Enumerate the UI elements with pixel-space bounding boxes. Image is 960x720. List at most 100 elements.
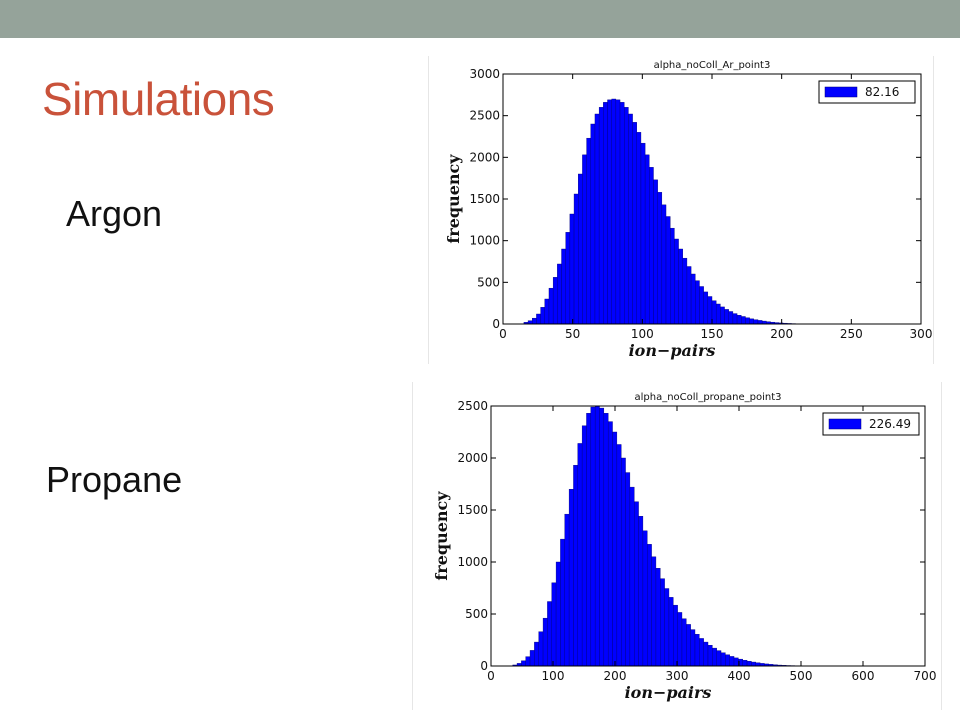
propane-bar: [651, 556, 657, 667]
argon-y-axis-label: frequency: [444, 154, 463, 244]
argon-x-tick-label: 150: [701, 327, 724, 341]
argon-bar: [611, 98, 617, 325]
propane-x-tick-label: 600: [852, 669, 875, 683]
propane-bar: [634, 501, 639, 667]
propane-bar: [642, 530, 648, 667]
argon-x-tick-label: 50: [565, 327, 580, 341]
argon-bar: [653, 179, 658, 325]
propane-bar: [534, 641, 539, 667]
propane-bar: [625, 472, 631, 667]
propane-bar: [729, 656, 735, 667]
propane-legend-label: 226.49: [869, 417, 911, 431]
propane-bar: [664, 588, 670, 667]
argon-bar: [578, 173, 583, 325]
argon-bar: [582, 154, 587, 325]
propane-y-tick-label: 1000: [457, 555, 488, 569]
propane-x-tick-label: 400: [728, 669, 751, 683]
argon-bar: [544, 298, 550, 325]
argon-bar: [715, 303, 721, 325]
propane-bar: [599, 407, 605, 667]
propane-bar: [581, 425, 587, 667]
argon-bar: [661, 204, 667, 325]
propane-histogram-svg: alpha_noColl_propane_point3 0 100 200 300 400…: [432, 392, 937, 702]
argon-bar: [636, 132, 642, 325]
argon-x-tick-label: 300: [910, 327, 933, 341]
propane-bar: [603, 413, 609, 667]
argon-x-tick-label: 250: [840, 327, 863, 341]
propane-bar: [568, 488, 574, 667]
argon-y-tick-label: 1500: [469, 192, 500, 206]
propane-bar: [616, 444, 622, 667]
argon-bar: [644, 154, 650, 325]
argon-bar: [753, 319, 759, 325]
propane-bar: [521, 660, 526, 667]
propane-y-axis-label: frequency: [432, 491, 451, 581]
propane-x-tick-label: 0: [487, 669, 495, 683]
propane-x-tick-label: 500: [790, 669, 813, 683]
argon-bar: [699, 286, 704, 325]
propane-x-tick-label: 100: [542, 669, 565, 683]
propane-bar: [673, 604, 678, 667]
propane-chart-title: alpha_noColl_propane_point3: [634, 392, 781, 403]
propane-bar: [612, 431, 618, 667]
propane-y-tick-label: 0: [480, 659, 488, 673]
argon-histogram: alpha_noColl_Ar_point3 0 50 100 150 200 250 300…: [428, 56, 934, 364]
argon-bar: [607, 99, 612, 325]
top-bar: [0, 0, 960, 38]
propane-x-tick-label: 200: [604, 669, 627, 683]
propane-bar: [690, 629, 696, 667]
argon-bar: [749, 318, 754, 325]
propane-bar: [551, 582, 557, 667]
argon-x-tick-label: 100: [631, 327, 654, 341]
argon-bar: [686, 266, 692, 325]
argon-histogram-svg: alpha_noColl_Ar_point3 0 50 100 150 200 250 300…: [444, 60, 933, 360]
propane-bar: [542, 617, 548, 667]
propane-plot-frame: [490, 405, 926, 667]
argon-bar: [603, 102, 608, 325]
propane-bar: [655, 568, 661, 667]
argon-bar: [732, 313, 738, 325]
propane-bar: [577, 443, 583, 667]
argon-label: Argon: [66, 193, 163, 234]
propane-bar: [694, 634, 700, 667]
argon-bar: [628, 113, 633, 325]
argon-bar: [757, 320, 763, 325]
argon-y-tick-label: 0: [492, 317, 500, 331]
argon-bar: [536, 313, 541, 325]
propane-bar: [529, 650, 535, 667]
propane-bar: [594, 405, 600, 667]
argon-bar: [720, 306, 725, 325]
argon-y-tick-label: 2000: [469, 150, 500, 164]
propane-bar: [681, 618, 687, 667]
propane-bar: [573, 465, 579, 667]
argon-bar: [682, 257, 688, 325]
argon-legend-box: [818, 80, 916, 104]
argon-bar: [548, 287, 554, 325]
argon-bar: [598, 107, 604, 325]
argon-bar: [711, 300, 717, 325]
propane-bar: [725, 654, 730, 667]
propane-bar: [716, 650, 722, 667]
propane-bar: [703, 641, 709, 667]
propane-x-tick-label: 700: [914, 669, 937, 683]
propane-bar: [677, 612, 683, 667]
propane-bar: [555, 561, 561, 667]
argon-bar: [615, 99, 621, 325]
propane-legend-box: [822, 412, 920, 436]
argon-bar: [624, 107, 629, 325]
argon-y-tick-label: 2500: [469, 109, 500, 123]
argon-bar: [695, 280, 700, 325]
propane-bar: [742, 660, 748, 667]
propane-bar: [607, 421, 613, 667]
propane-x-tick-label: 300: [666, 669, 689, 683]
argon-bar: [724, 309, 729, 325]
propane-x-axis-label: ion−pairs: [625, 683, 712, 702]
argon-bar: [561, 248, 566, 325]
propane-bar: [668, 597, 674, 667]
argon-bar: [657, 192, 663, 325]
propane-histogram: alpha_noColl_propane_point3 0 100 200 300 400…: [412, 382, 942, 710]
argon-bar: [540, 307, 546, 325]
argon-x-axis-label: ion−pairs: [629, 341, 716, 360]
argon-y-tick-label: 1000: [469, 234, 500, 248]
propane-bar: [629, 486, 635, 667]
